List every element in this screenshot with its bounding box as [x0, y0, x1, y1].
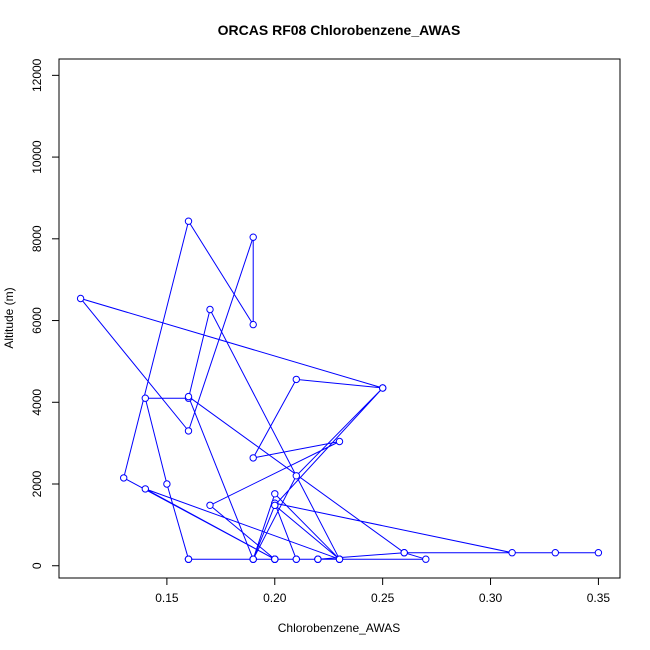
data-point: [292, 472, 300, 480]
data-point: [249, 454, 257, 462]
data-point: [249, 233, 257, 241]
series-line: [79, 219, 599, 561]
y-tick-label: 2000: [30, 470, 44, 497]
data-point: [508, 549, 516, 557]
x-axis: 0.15 0.20 0.25 0.30 0.35: [155, 578, 610, 605]
x-tick-label: 0.30: [479, 591, 503, 605]
data-point: [594, 549, 603, 557]
y-axis: 0 2000 4000 6000 8000 10000 12000: [30, 58, 59, 569]
y-axis-label: Altitude (m): [2, 287, 16, 348]
y-tick-label: 0: [30, 562, 44, 569]
y-tick-label: 6000: [30, 307, 44, 334]
data-point: [249, 320, 257, 329]
data-point: [271, 490, 279, 498]
data-point: [120, 474, 128, 482]
data-point: [141, 394, 150, 402]
data-point: [400, 549, 408, 557]
data-point: [184, 555, 193, 563]
data-point: [76, 294, 85, 303]
chart-title: ORCAS RF08 Chlorobenzene_AWAS: [218, 22, 461, 38]
data-point: [335, 555, 344, 563]
x-tick-label: 0.35: [587, 591, 611, 605]
series-lines: [79, 219, 599, 561]
series-points: [76, 217, 603, 563]
data-point: [422, 555, 430, 563]
data-point: [292, 555, 300, 563]
data-point: [184, 392, 193, 401]
data-point: [335, 437, 344, 446]
data-point: [314, 555, 322, 563]
y-tick-label: 10000: [30, 140, 44, 174]
data-point: [163, 480, 171, 488]
plot-frame: [58, 58, 621, 579]
data-point: [271, 555, 279, 563]
x-axis-label: Chlorobenzene_AWAS: [278, 621, 401, 635]
y-tick-label: 4000: [30, 389, 44, 416]
y-tick-label: 12000: [30, 58, 44, 92]
data-point: [271, 501, 279, 509]
x-tick-label: 0.20: [263, 591, 287, 605]
data-point: [141, 485, 150, 493]
data-point: [249, 555, 257, 563]
data-point: [379, 384, 387, 392]
data-point: [206, 501, 214, 509]
data-point: [206, 305, 214, 314]
x-tick-label: 0.15: [155, 591, 179, 605]
data-point: [292, 375, 300, 384]
data-point: [184, 217, 193, 225]
y-tick-label: 8000: [30, 225, 44, 252]
data-point: [184, 427, 193, 435]
x-tick-label: 0.25: [371, 591, 395, 605]
data-point: [551, 549, 559, 557]
